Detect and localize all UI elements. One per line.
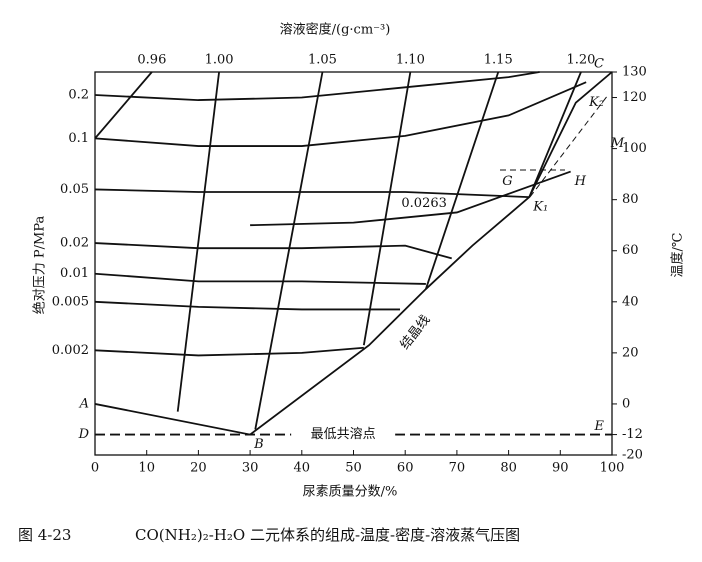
crystallization-label: 结晶线: [398, 312, 434, 352]
y2-tick-label: -20: [622, 448, 643, 463]
eutectic-label: 最低共溶点: [311, 427, 376, 442]
point-label: B: [253, 437, 264, 452]
y2-tick-label: 130: [622, 65, 647, 80]
y2-tick-label: 80: [622, 192, 639, 207]
density-label: 1.05: [308, 53, 337, 68]
x-tick-label: 90: [552, 461, 569, 476]
x-tick-label: 40: [294, 461, 311, 476]
x-axis-title: 尿素质量分数/%: [303, 485, 398, 500]
density-line: [425, 71, 500, 290]
eutectic-label-bg: [291, 425, 396, 444]
k-dash: [529, 94, 609, 198]
point-label: D: [78, 427, 90, 442]
figure-number: 图 4-23: [18, 526, 71, 544]
x-tick-label: 10: [138, 461, 155, 476]
x-tick-label: 100: [600, 461, 625, 476]
isobar-label: 0.0263: [401, 196, 447, 211]
density-label: 1.20: [567, 53, 596, 68]
density-line: [362, 71, 412, 346]
density-line: [254, 71, 324, 430]
y-axis-title: 绝对压力 P/MPa: [32, 216, 48, 315]
isobar: [94, 188, 530, 199]
isobar: [94, 346, 364, 357]
y2-tick-label: 100: [622, 141, 647, 156]
x-tick-label: 80: [500, 461, 517, 476]
figure-title: CO(NH₂)₂-H₂O 二元体系的组成-温度-密度-溶液蒸气压图: [135, 526, 520, 544]
isobar-label: 0.005: [52, 294, 89, 309]
isobar-label: 0.01: [60, 266, 89, 281]
density-line: [94, 71, 153, 139]
density-label: 1.15: [484, 53, 513, 68]
isobar-label: 0.002: [52, 343, 89, 358]
point-label: E: [594, 419, 605, 434]
isobar-label: 0.05: [60, 182, 89, 197]
point-label: M: [610, 136, 625, 151]
isobar-label: 0.1: [68, 131, 89, 146]
isobar-label: 0.02: [60, 236, 89, 251]
isobar: [250, 170, 571, 227]
point-label: K₁: [532, 200, 548, 215]
isobar: [94, 71, 540, 101]
x-tick-label: 70: [449, 461, 466, 476]
density-line: [528, 71, 582, 198]
plot-frame: [94, 71, 613, 456]
isobar: [94, 242, 452, 260]
point-label: A: [79, 396, 89, 411]
y2-tick-label: 40: [622, 294, 639, 309]
y2-tick-label: 0: [622, 396, 630, 411]
isobar: [94, 272, 426, 285]
density-label: 0.96: [137, 53, 166, 68]
y2-tick-label: -12: [622, 427, 643, 442]
crystallization-line: [94, 71, 613, 436]
point-label: K₂: [588, 95, 604, 110]
density-label: 1.00: [205, 53, 234, 68]
point-label: H: [574, 174, 587, 189]
x-tick-label: 50: [345, 461, 362, 476]
x-tick-label: 60: [397, 461, 414, 476]
isobar-label: 0.2: [68, 87, 89, 102]
density-line: [176, 71, 220, 412]
isobar: [94, 81, 587, 147]
point-label: G: [502, 174, 512, 189]
isobar: [94, 300, 401, 311]
y2-tick-label: 120: [622, 90, 647, 105]
x-tick-label: 20: [190, 461, 207, 476]
y2-tick-label: 20: [622, 345, 639, 360]
x-tick-label: 30: [242, 461, 259, 476]
y2-tick-label: 60: [622, 243, 639, 258]
x-tick-label: 0: [91, 461, 99, 476]
y2-axis-title: 温度/℃: [670, 233, 686, 278]
density-label: 1.10: [396, 53, 425, 68]
point-label: C: [594, 57, 604, 72]
top-axis-title: 溶液密度/(g·cm⁻³): [280, 22, 391, 38]
